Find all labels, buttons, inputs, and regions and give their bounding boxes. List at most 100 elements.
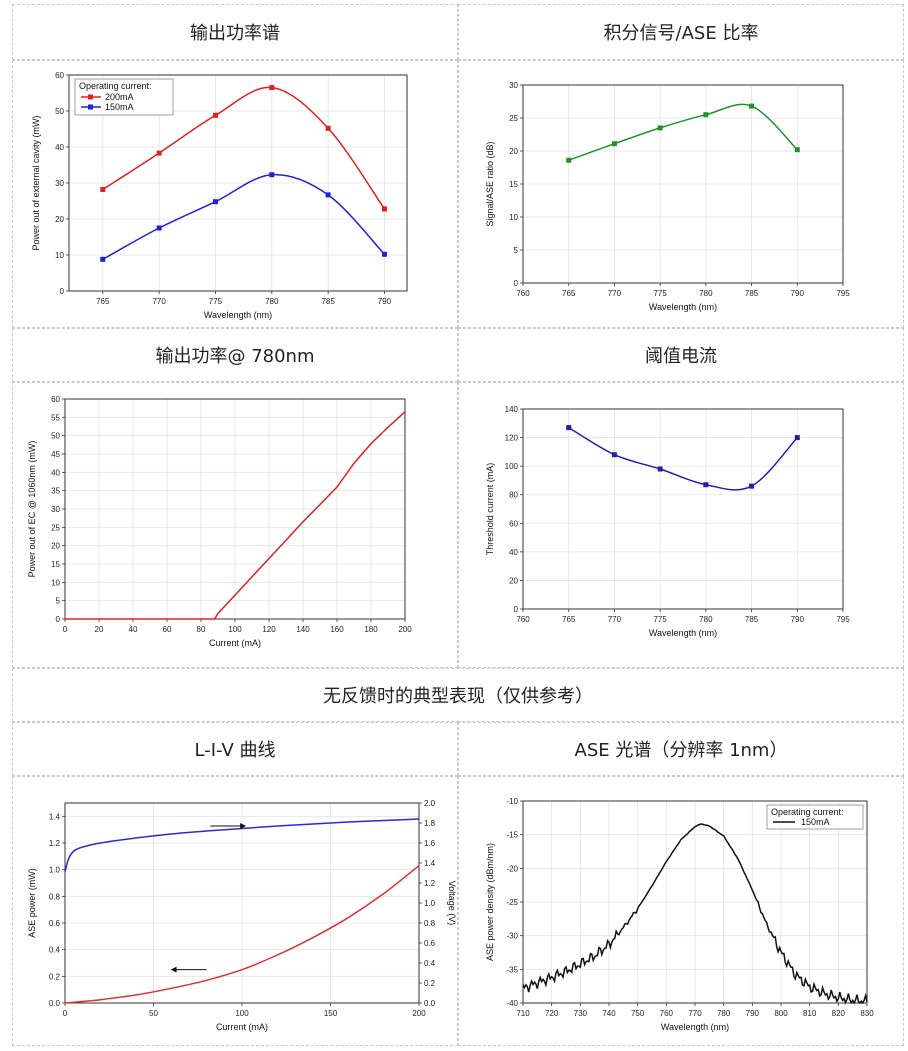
y-tick-label: 50 (55, 107, 64, 116)
x-tick-label: 140 (296, 625, 310, 634)
x-tick-label: 720 (545, 1009, 559, 1018)
data-point (611, 452, 617, 458)
y2-tick-label: 1.2 (424, 879, 436, 888)
y-tick-label: 0.4 (49, 946, 61, 955)
y-tick-label: -25 (506, 898, 518, 907)
y-tick-label: 10 (509, 213, 518, 222)
header-liv-curve: L-I-V 曲线 (12, 722, 458, 776)
x-tick-label: 50 (149, 1009, 158, 1018)
x-tick-label: 760 (516, 615, 530, 624)
y-tick-label: 10 (55, 251, 64, 260)
header-text: 输出功率@ 780nm (155, 346, 315, 367)
chart-liv-curve: 0 50 100 150 2000.00.20.40.60.81.01.21.40.00… (27, 799, 457, 1032)
x-tick-label: 710 (516, 1009, 530, 1018)
x-tick-label: 180 (364, 625, 378, 634)
y-tick-label: -40 (506, 999, 518, 1008)
y-tick-label: 80 (509, 491, 518, 500)
x-tick-label: 40 (129, 625, 138, 634)
x-tick-label: 780 (699, 289, 713, 298)
x-tick-label: 740 (602, 1009, 616, 1018)
y-tick-label: 60 (509, 519, 518, 528)
data-point (611, 141, 617, 147)
data-point (100, 256, 106, 262)
y-tick-label: -10 (506, 797, 518, 806)
x-tick-label: 765 (562, 615, 576, 624)
y-axis-label: Power out of external cavity (mW) (31, 115, 41, 250)
series-line-1 (568, 103, 798, 161)
x-tick-label: 760 (660, 1009, 674, 1018)
x-tick-label: 785 (321, 297, 335, 306)
x-tick-label: 795 (836, 289, 850, 298)
y2-tick-label: 1.0 (424, 899, 436, 908)
x-tick-label: 785 (745, 289, 759, 298)
x-tick-label: 770 (152, 297, 166, 306)
x-tick-label: 820 (832, 1009, 846, 1018)
legend-entry: 150mA (105, 102, 134, 112)
y-tick-label: 20 (55, 215, 64, 224)
x-tick-label: 790 (378, 297, 392, 306)
chart-output-power-spectrum: 765 770 775 780 785 790 0 10 20 30 40 50 60 Wavelengt… (31, 71, 408, 320)
y-tick-label: 1.4 (49, 812, 61, 821)
chart-output-power-780: 0 20 40 60 80 100 120 140 160 180 200 0 5 10 15 20 25 30 3… (27, 395, 412, 648)
x-tick-label: 0 (63, 1009, 68, 1018)
y-tick-label: 120 (505, 434, 519, 443)
x-tick-label: 80 (197, 625, 206, 634)
y2-tick-label: 1.8 (424, 819, 436, 828)
x-tick-label: 780 (265, 297, 279, 306)
y-tick-label: 0 (514, 605, 519, 614)
series-line-1 (64, 818, 420, 873)
x-tick-label: 100 (235, 1009, 249, 1018)
arrow-head-icon (170, 966, 177, 973)
y2-tick-label: 0.8 (424, 919, 436, 928)
x-tick-label: 200 (412, 1009, 426, 1018)
x-tick-label: 770 (688, 1009, 702, 1018)
y-tick-label: 0.8 (49, 892, 61, 901)
x-axis-label: Current (mA) (216, 1022, 268, 1032)
section-typical-no-feedback: 无反馈时的典型表现（仅供参考） (12, 668, 904, 722)
y2-tick-label: 0.2 (424, 979, 436, 988)
data-point (566, 157, 572, 163)
y-tick-label: 45 (51, 450, 60, 459)
y-tick-label: -30 (506, 932, 518, 941)
x-tick-label: 160 (330, 625, 344, 634)
x-axis-label: Wavelength (nm) (649, 302, 717, 312)
chart-threshold-current: 760 765 770 775 780 785 790 795 0 20 40 60 80 100 120 1… (485, 405, 850, 638)
x-axis-label: Wavelength (nm) (649, 628, 717, 638)
y-tick-label: 15 (509, 180, 518, 189)
cell-chart-5: 0 50 100 150 200 0.0 0.2 0.4 0.6 0.8 1.0 1.2 1.4 0.0 0… (12, 776, 458, 1046)
y-tick-label: 140 (505, 405, 519, 414)
x-tick-label: 150 (324, 1009, 338, 1018)
x-axis-label: Wavelength (nm) (661, 1022, 729, 1032)
data-point (212, 199, 218, 205)
y-axis-label: Power out of EC @ 1060nm (mW) (27, 441, 37, 578)
y-axis-label: Signal/ASE ratio (dB) (485, 141, 495, 226)
header-text: 积分信号/ASE 比率 (603, 23, 759, 44)
data-point (269, 172, 275, 178)
x-tick-label: 765 (562, 289, 576, 298)
x-tick-label: 775 (653, 615, 667, 624)
data-point (794, 435, 800, 441)
y-tick-label: 25 (509, 114, 518, 123)
header-output-power-780: 输出功率@ 780nm (12, 328, 458, 382)
y-tick-label: 20 (509, 576, 518, 585)
header-signal-ase-ratio: 积分信号/ASE 比率 (458, 4, 904, 60)
x-tick-label: 750 (631, 1009, 645, 1018)
series-line-2 (102, 173, 386, 260)
header-text: L-I-V 曲线 (194, 740, 276, 761)
data-point (212, 112, 218, 118)
x-tick-label: 795 (836, 615, 850, 624)
data-point (657, 125, 663, 131)
y-tick-label: 15 (51, 560, 60, 569)
y-tick-label: 0.2 (49, 972, 61, 981)
y-tick-label: 0 (514, 279, 519, 288)
y2-tick-label: 2.0 (424, 799, 436, 808)
x-tick-label: 810 (803, 1009, 817, 1018)
x-tick-label: 120 (262, 625, 276, 634)
y2-tick-label: 0.6 (424, 939, 436, 948)
y-tick-label: 20 (51, 542, 60, 551)
data-point (325, 125, 331, 131)
x-axis-label: Current (mA) (209, 638, 261, 648)
arrow-head-icon (240, 823, 247, 829)
data-point (657, 466, 663, 472)
x-tick-label: 785 (745, 615, 759, 624)
